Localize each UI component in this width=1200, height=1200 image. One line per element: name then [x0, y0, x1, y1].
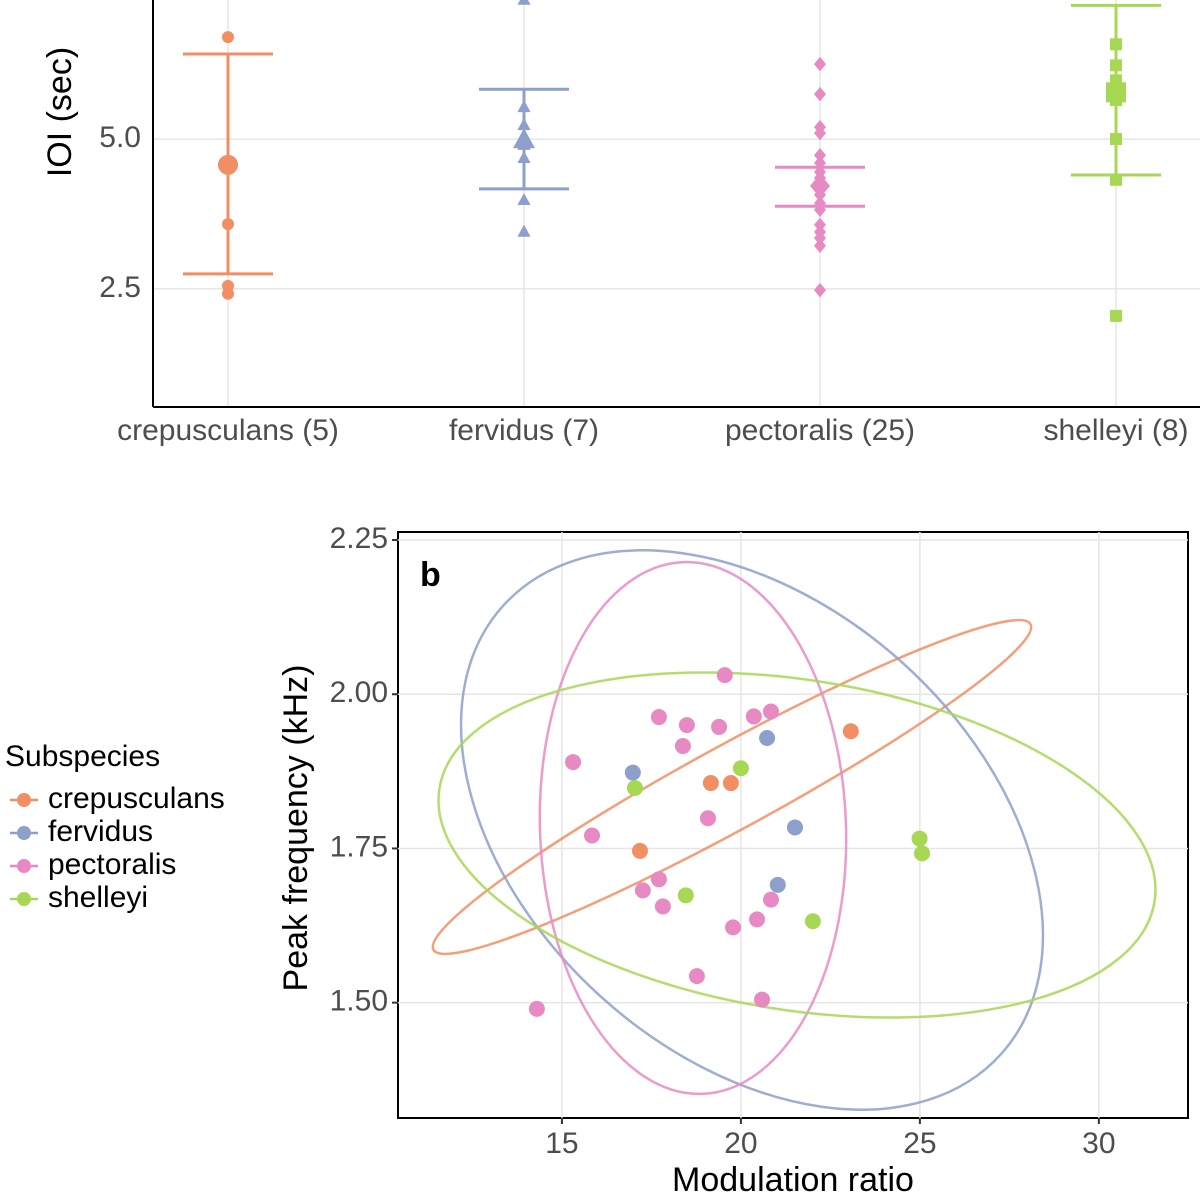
point	[222, 287, 234, 300]
y-tick-label: 2.5	[99, 271, 141, 304]
x-tick-label: 20	[724, 1127, 757, 1160]
point	[650, 709, 667, 726]
ellipse	[459, 549, 1045, 1111]
ellipse	[437, 671, 1157, 1019]
y-tick-label: 1.75	[330, 830, 388, 863]
point	[678, 717, 695, 734]
point	[814, 86, 826, 102]
point	[626, 779, 643, 796]
point	[688, 968, 705, 985]
legend-key	[17, 793, 31, 807]
ellipse	[538, 560, 848, 1096]
x-tick-label: fervidus (7)	[449, 414, 599, 447]
y-tick-label: 5.0	[99, 121, 141, 154]
legend-label: shelleyi	[48, 881, 148, 914]
x-axis-title: Modulation ratio	[672, 1161, 914, 1199]
legend-key	[17, 892, 31, 906]
point	[754, 991, 771, 1008]
point	[711, 718, 728, 735]
y-axis-title: Peak frequency (kHz)	[277, 665, 315, 992]
point	[786, 819, 803, 836]
x-tick-label: crepusculans (5)	[117, 414, 339, 447]
point	[814, 125, 826, 141]
x-tick-label: shelleyi (8)	[1043, 414, 1188, 447]
point	[624, 764, 641, 781]
point	[1110, 173, 1122, 186]
x-tick-label: pectoralis (25)	[725, 414, 915, 447]
y-tick-label: 2.00	[330, 676, 388, 709]
legend-key	[17, 859, 31, 873]
point	[699, 810, 716, 827]
point	[650, 871, 667, 888]
point	[584, 827, 601, 844]
point	[517, 193, 531, 206]
ellipse	[431, 618, 1033, 956]
point	[677, 887, 694, 904]
y-tick-label: 2.25	[330, 522, 388, 555]
x-tick-label: 15	[545, 1127, 578, 1160]
point	[911, 830, 928, 847]
point	[769, 876, 786, 893]
point	[759, 730, 776, 747]
x-tick-label: 25	[903, 1127, 936, 1160]
y-axis-title: IOI (sec)	[41, 47, 79, 177]
legend-label: fervidus	[48, 815, 153, 848]
legend-label: crepusculans	[48, 782, 225, 815]
legend-key	[17, 826, 31, 840]
point	[762, 703, 779, 720]
point	[716, 667, 733, 684]
y-tick-label: 1.50	[330, 985, 388, 1018]
point	[1110, 309, 1122, 322]
point	[814, 282, 826, 298]
point	[814, 155, 826, 171]
point	[804, 913, 821, 930]
point	[725, 919, 742, 936]
point	[732, 760, 749, 777]
point	[745, 708, 762, 725]
point	[517, 0, 531, 5]
point	[528, 1000, 545, 1017]
point	[814, 238, 826, 253]
point	[517, 224, 531, 237]
x-tick-label: 30	[1082, 1127, 1115, 1160]
point	[814, 230, 826, 246]
point	[749, 911, 766, 928]
point	[654, 898, 671, 915]
legend-label: pectoralis	[48, 848, 176, 881]
point	[722, 775, 739, 792]
point	[565, 754, 582, 771]
point	[674, 738, 691, 755]
point	[222, 31, 234, 44]
point	[702, 775, 719, 792]
point	[814, 148, 826, 163]
panel-label: b	[420, 556, 441, 594]
legend-title: Subspecies	[5, 740, 160, 773]
point	[762, 891, 779, 908]
point	[634, 882, 651, 899]
point	[842, 723, 859, 740]
point	[631, 842, 648, 859]
point	[814, 56, 826, 72]
point	[914, 845, 931, 862]
